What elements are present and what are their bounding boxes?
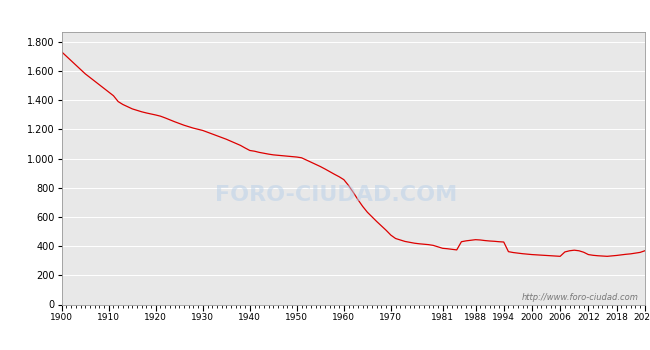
Text: Santiago Millas (Municipio) - Evolucion del numero de Habitantes: Santiago Millas (Municipio) - Evolucion … bbox=[121, 8, 529, 21]
Text: http://www.foro-ciudad.com: http://www.foro-ciudad.com bbox=[522, 293, 639, 302]
Text: FORO-CIUDAD.COM: FORO-CIUDAD.COM bbox=[214, 185, 457, 205]
